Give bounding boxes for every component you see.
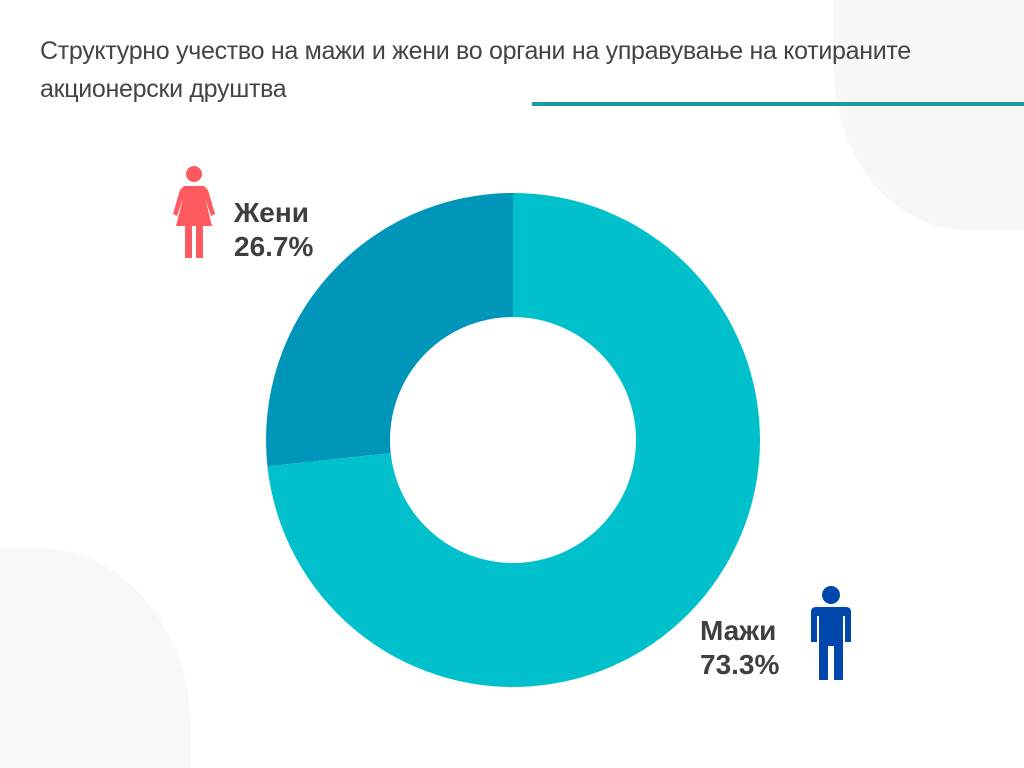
women-value: 26.7% — [234, 231, 314, 262]
title-underline — [532, 102, 1024, 106]
women-label: Жени 26.7% — [234, 196, 313, 264]
men-value: 73.3% — [700, 649, 780, 680]
women-category: Жени — [234, 197, 310, 228]
donut-slice-men — [267, 193, 761, 688]
man-icon — [811, 586, 851, 680]
woman-icon — [173, 166, 215, 258]
men-label: Мажи 73.3% — [700, 614, 779, 682]
donut-slice-women — [265, 193, 513, 467]
men-category: Мажи — [700, 615, 777, 646]
chart-title: Структурно учество на мажи и жени во орг… — [40, 37, 911, 103]
